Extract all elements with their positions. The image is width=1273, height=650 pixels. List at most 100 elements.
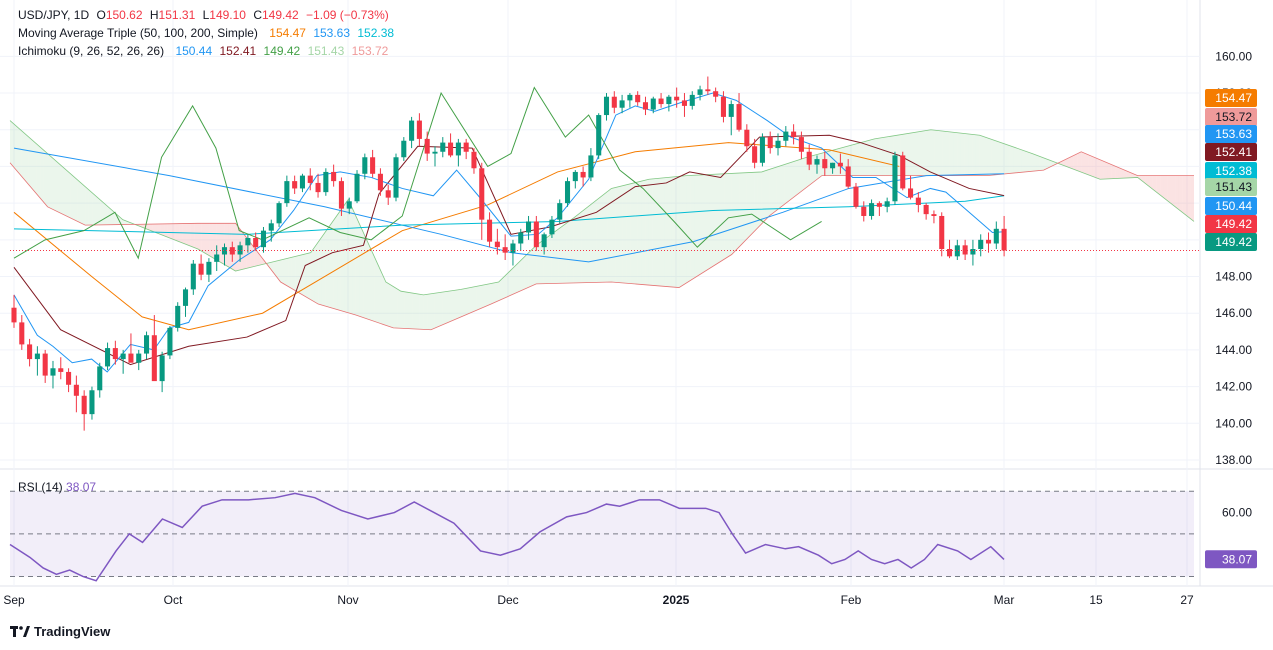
ichimoku-cloud-segment <box>585 206 589 283</box>
ichimoku-cloud-segment <box>656 178 661 287</box>
rsi-line <box>9 492 1005 582</box>
ichimoku-cloud-segment <box>370 249 375 322</box>
ma100-value: 153.63 <box>313 26 351 40</box>
close-value: 149.42 <box>262 8 299 22</box>
ichimoku-cloud-segment <box>250 242 255 268</box>
candle-body <box>338 181 344 209</box>
ichimoku-cloud-segment <box>618 185 623 283</box>
ichimoku-lagging-value: 149.42 <box>263 44 301 58</box>
ichimoku-cloud-segment <box>836 148 841 176</box>
ichimoku-cloud-segment <box>449 290 454 322</box>
ichimoku-cloud-segment <box>149 224 153 232</box>
ichimoku-cloud-segment <box>1156 175 1161 196</box>
candle-body <box>541 234 547 248</box>
ichimoku-cloud-segment <box>340 204 345 312</box>
price-tag <box>1205 143 1257 161</box>
rsi-band-fill <box>10 491 1194 577</box>
x-tick-label: Mar <box>994 593 1015 607</box>
ichimoku-cloud-segment <box>1182 175 1187 216</box>
ichimoku-cloud-segment <box>742 172 747 243</box>
ichimoku-cloud-segment <box>333 215 338 310</box>
ichimoku-cloud-segment <box>825 151 830 176</box>
candle-body <box>448 142 454 156</box>
rsi-tick-label: 60.00 <box>1222 506 1252 520</box>
ichimoku-cloud-segment <box>588 203 593 283</box>
ichimoku-cloud-segment <box>21 130 26 181</box>
candle-body <box>954 245 960 257</box>
candle-body <box>409 120 415 141</box>
ichimoku-cloud-segment <box>258 252 262 266</box>
candle-body <box>705 89 711 92</box>
candle-body <box>759 137 765 163</box>
ichimoku-cloud-segment <box>269 261 274 273</box>
price-tag-label: 152.41 <box>1215 145 1252 159</box>
price-tag-label: 154.47 <box>1215 91 1252 105</box>
ichimoku-cloud-segment <box>430 293 435 330</box>
price-tag <box>1205 197 1257 215</box>
candle-body <box>198 263 204 275</box>
candle-body <box>50 368 56 376</box>
candle-body <box>260 230 267 248</box>
candle-body <box>97 366 103 391</box>
ichimoku-cloud-segment <box>468 287 473 314</box>
ichimoku-cloud-segment <box>840 147 845 176</box>
ichimoku-cloud-segment <box>325 226 330 308</box>
ichimoku-cloud-segment <box>254 247 259 267</box>
ichimoku-cloud-segment <box>314 242 319 305</box>
ichimoku-cloud-segment <box>1039 156 1044 171</box>
ichimoku-cloud-segment <box>235 223 240 272</box>
ichimoku-cloud-segment <box>25 133 29 185</box>
ichimoku-cloud-segment <box>660 177 665 287</box>
x-tick-label: 15 <box>1089 593 1103 607</box>
ma50-value: 154.47 <box>269 26 306 40</box>
ichimoku-cloud-segment <box>1092 156 1097 178</box>
ichimoku-cloud-segment <box>994 140 999 175</box>
candle-body <box>650 98 656 110</box>
candle-body <box>34 353 40 360</box>
ichimoku-cloud-segment <box>92 193 97 226</box>
ichimoku-cloud-segment <box>1118 167 1123 179</box>
ichimoku-cloud-segment <box>524 252 529 289</box>
ichimoku-cloud-segment <box>949 131 954 176</box>
candle-body <box>619 100 625 108</box>
ichimoku-cloud-segment <box>991 139 995 176</box>
ichimoku-cloud-segment <box>40 146 44 203</box>
candle-body <box>931 214 937 216</box>
ichimoku-cloud-segment <box>536 242 540 284</box>
ichimoku-cloud-segment <box>73 176 78 222</box>
candle-body <box>494 241 500 248</box>
ichimoku-cloud-segment <box>81 183 86 226</box>
candle-body <box>346 201 352 209</box>
ichimoku-cloud-segment <box>874 138 879 176</box>
x-tick-label: Sep <box>3 593 25 607</box>
ichimoku-cloud-segment <box>532 245 537 286</box>
ichimoku-cloud-segment <box>393 286 398 329</box>
ichimoku-cloud-segment <box>126 221 131 225</box>
ichimoku-cloud-segment <box>397 288 401 329</box>
ichimoku-cloud-segment <box>194 223 198 249</box>
candle-body <box>432 151 438 154</box>
price-tag-label: 149.42 <box>1215 235 1252 249</box>
ichimoku-cloud-segment <box>975 134 980 176</box>
ichimoku-cloud-segment <box>547 234 552 284</box>
ichimoku-cloud-segment <box>55 160 59 213</box>
tradingview-logo[interactable]: TradingView <box>10 624 110 639</box>
ichimoku-cloud-segment <box>709 174 713 269</box>
ichimoku-cloud-segment <box>96 196 101 225</box>
open-label: O <box>96 8 106 22</box>
ichimoku-cloud-segment <box>870 138 875 176</box>
candle-body <box>884 201 890 207</box>
candle-body <box>923 204 929 215</box>
ma-legend: Moving Average Triple (50, 100, 200, Sim… <box>18 26 398 40</box>
ichimoku-cloud-segment <box>543 237 548 284</box>
ichimoku-cloud-segment <box>818 153 822 179</box>
candle-body <box>666 96 672 105</box>
candle-body <box>354 173 360 202</box>
ichimoku-cloud-segment <box>367 240 371 321</box>
candle-body <box>159 355 165 382</box>
ichimoku-cloud-segment <box>502 274 507 299</box>
ichimoku-cloud-segment <box>859 141 864 176</box>
ichimoku-cloud-segment <box>761 170 766 224</box>
ichimoku-cloud-segment <box>521 256 525 291</box>
